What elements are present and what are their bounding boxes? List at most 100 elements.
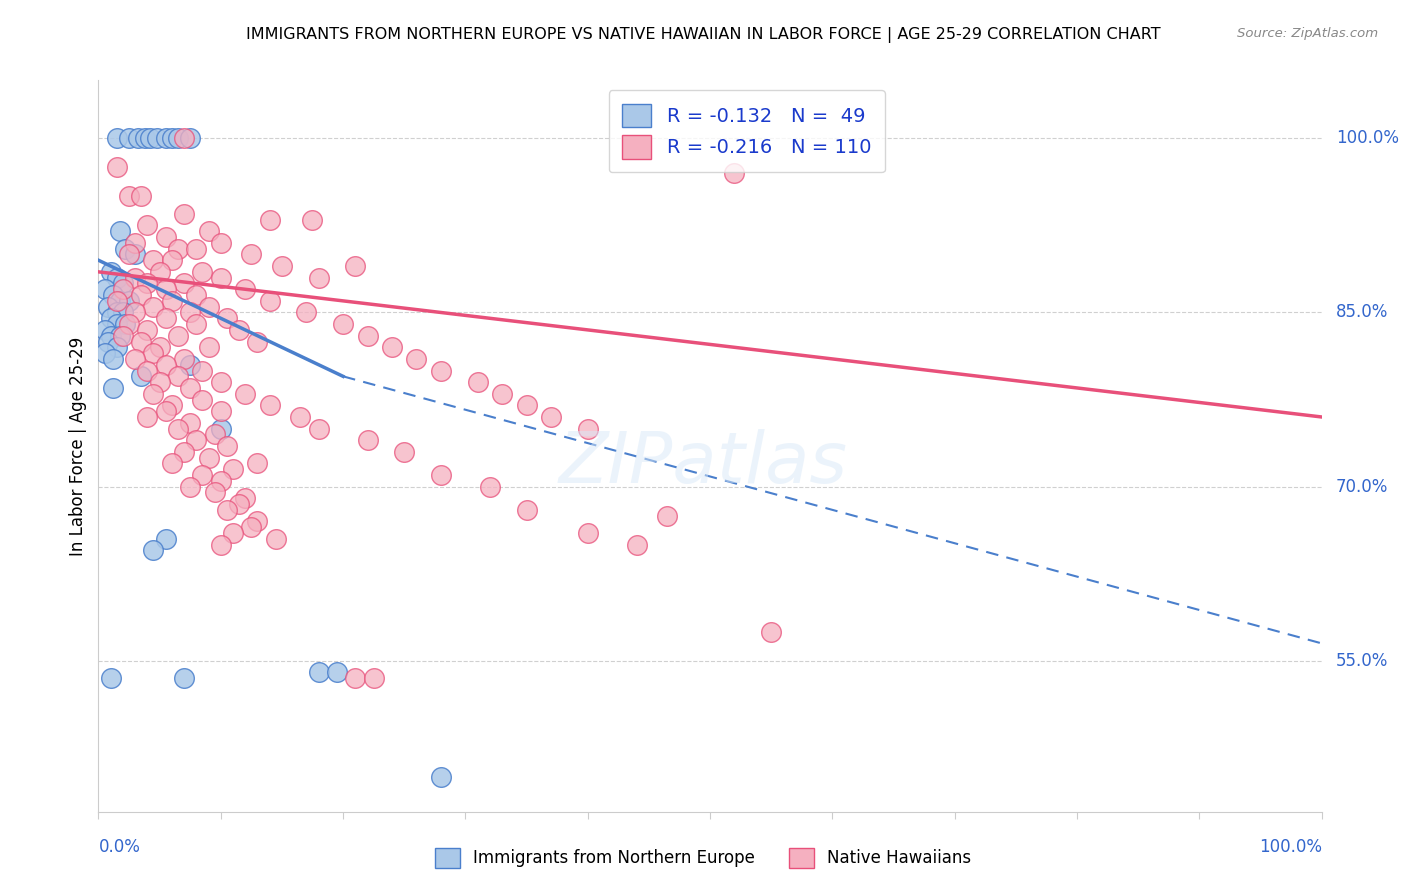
Point <box>233 386 256 401</box>
Text: 70.0%: 70.0% <box>1336 477 1388 496</box>
Point <box>111 305 134 319</box>
Point <box>332 317 354 331</box>
Point <box>173 277 195 291</box>
Point <box>136 363 159 377</box>
Point <box>136 277 159 291</box>
Point <box>167 242 190 256</box>
Point <box>118 247 141 261</box>
Point <box>222 462 245 476</box>
Point <box>160 457 183 471</box>
Point <box>576 421 599 435</box>
Point <box>723 166 745 180</box>
Point <box>101 288 124 302</box>
Point <box>344 671 367 685</box>
Point <box>110 293 132 308</box>
Text: 55.0%: 55.0% <box>1336 652 1388 670</box>
Point <box>295 305 318 319</box>
Point <box>146 131 169 145</box>
Point <box>114 242 136 256</box>
Point <box>167 131 190 145</box>
Point <box>405 351 427 366</box>
Point <box>155 311 177 326</box>
Point <box>136 219 159 233</box>
Point <box>516 398 538 412</box>
Point <box>160 293 183 308</box>
Point <box>136 409 159 424</box>
Point <box>259 398 281 412</box>
Legend: R = -0.132   N =  49, R = -0.216   N = 110: R = -0.132 N = 49, R = -0.216 N = 110 <box>609 90 884 172</box>
Point <box>186 433 208 447</box>
Point <box>326 665 349 680</box>
Point <box>197 340 219 354</box>
Point <box>114 317 136 331</box>
Point <box>105 270 128 285</box>
Point <box>142 543 165 558</box>
Point <box>657 508 679 523</box>
Point <box>246 334 269 349</box>
Point <box>197 224 219 238</box>
Point <box>127 131 149 145</box>
Point <box>191 265 214 279</box>
Point <box>308 665 330 680</box>
Point <box>197 300 219 314</box>
Point <box>93 323 115 337</box>
Text: 100.0%: 100.0% <box>1336 129 1399 147</box>
Point <box>118 293 141 308</box>
Point <box>228 497 250 511</box>
Point <box>105 131 128 145</box>
Point <box>167 421 190 435</box>
Point <box>209 421 232 435</box>
Point <box>430 770 453 784</box>
Point <box>761 624 783 639</box>
Point <box>173 671 195 685</box>
Point <box>233 491 256 506</box>
Point <box>246 515 269 529</box>
Point <box>160 131 183 145</box>
Point <box>491 386 513 401</box>
Point <box>155 358 177 372</box>
Point <box>93 282 115 296</box>
Point <box>209 474 232 488</box>
Point <box>105 340 128 354</box>
Point <box>179 305 201 319</box>
Point <box>129 334 152 349</box>
Point <box>149 265 172 279</box>
Point <box>105 161 128 175</box>
Point <box>540 409 562 424</box>
Point <box>270 259 294 273</box>
Point <box>155 131 177 145</box>
Point <box>142 253 165 268</box>
Point <box>129 189 152 203</box>
Text: 0.0%: 0.0% <box>98 838 141 856</box>
Point <box>191 363 214 377</box>
Point <box>186 317 208 331</box>
Point <box>259 293 281 308</box>
Point <box>124 351 146 366</box>
Point <box>209 270 232 285</box>
Point <box>191 392 214 407</box>
Point <box>124 247 146 261</box>
Point <box>155 230 177 244</box>
Point <box>111 277 134 291</box>
Point <box>142 386 165 401</box>
Point <box>240 247 263 261</box>
Point <box>101 381 124 395</box>
Point <box>105 293 128 308</box>
Point <box>173 207 195 221</box>
Point <box>155 532 177 546</box>
Point <box>129 369 152 384</box>
Y-axis label: In Labor Force | Age 25-29: In Labor Force | Age 25-29 <box>69 336 87 556</box>
Text: Source: ZipAtlas.com: Source: ZipAtlas.com <box>1237 27 1378 40</box>
Point <box>467 375 489 389</box>
Point <box>100 671 122 685</box>
Point <box>209 375 232 389</box>
Point <box>139 131 162 145</box>
Point <box>430 468 453 483</box>
Point <box>228 323 250 337</box>
Point <box>118 189 141 203</box>
Point <box>186 288 208 302</box>
Point <box>430 363 453 377</box>
Point <box>576 526 599 541</box>
Point <box>246 457 269 471</box>
Point <box>110 224 132 238</box>
